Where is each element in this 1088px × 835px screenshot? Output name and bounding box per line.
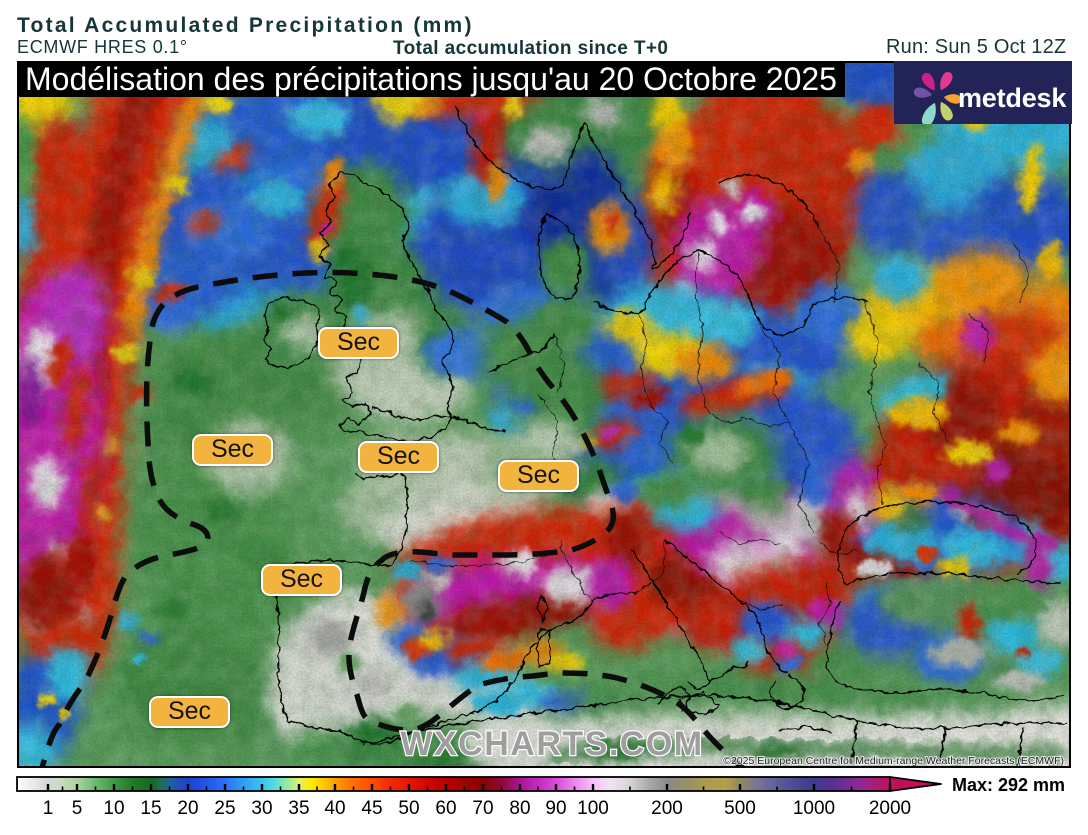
svg-text:500: 500 (724, 798, 756, 819)
svg-text:Max: 292 mm: Max: 292 mm (952, 775, 1065, 795)
svg-text:15: 15 (140, 798, 161, 819)
svg-text:20: 20 (177, 798, 198, 819)
svg-text:30: 30 (251, 798, 272, 819)
svg-text:1000: 1000 (793, 798, 835, 819)
svg-text:10: 10 (103, 798, 124, 819)
svg-text:5: 5 (72, 798, 83, 819)
svg-text:1: 1 (43, 798, 54, 819)
svg-text:90: 90 (545, 798, 566, 819)
svg-text:45: 45 (361, 798, 382, 819)
svg-text:60: 60 (435, 798, 456, 819)
svg-text:35: 35 (288, 798, 309, 819)
svg-text:WXCHARTS.COM: WXCHARTS.COM (400, 725, 703, 763)
svg-text:2000: 2000 (869, 798, 911, 819)
svg-text:metdesk: metdesk (958, 83, 1067, 113)
svg-text:25: 25 (214, 798, 235, 819)
svg-text:200: 200 (651, 798, 683, 819)
svg-text:80: 80 (509, 798, 530, 819)
svg-text:50: 50 (398, 798, 419, 819)
svg-text:40: 40 (324, 798, 345, 819)
svg-text:100: 100 (577, 798, 609, 819)
svg-text:70: 70 (472, 798, 493, 819)
svg-text:©2025 European Centre for Medi: ©2025 European Centre for Medium-range W… (723, 755, 1064, 766)
